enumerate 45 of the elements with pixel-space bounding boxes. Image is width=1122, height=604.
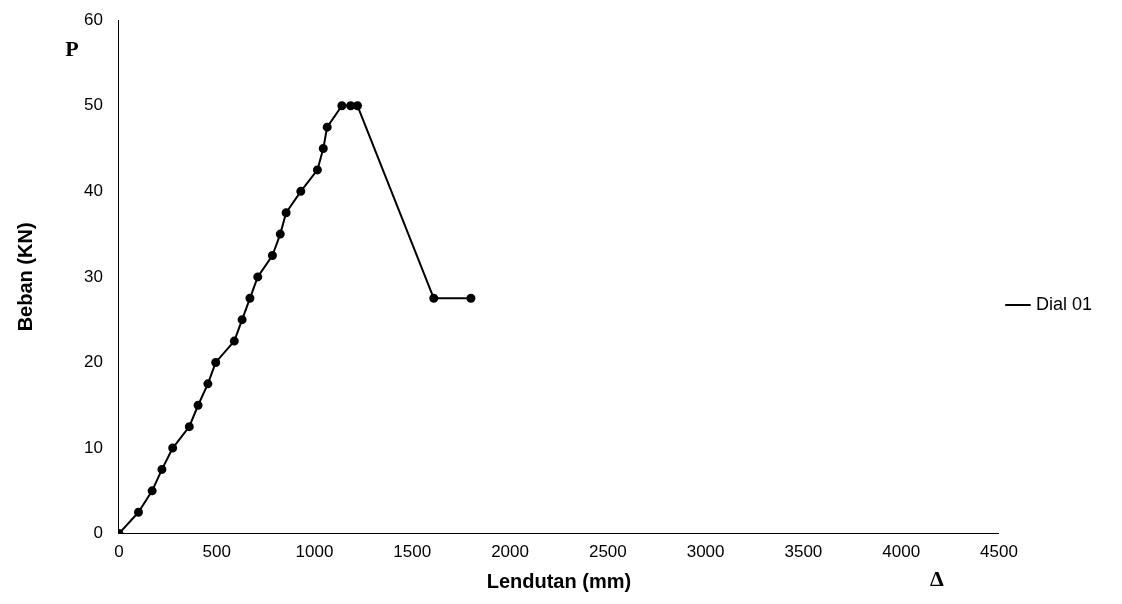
x-tick-label: 1500	[393, 542, 432, 562]
point	[296, 186, 306, 196]
legend-label: Dial 01	[1035, 293, 1092, 314]
x-tick-label: 4000	[882, 542, 921, 562]
point	[429, 293, 439, 303]
x-tick-label: 2500	[588, 542, 627, 562]
x-tick-label: 3500	[784, 542, 823, 562]
x-tick-label: 0	[114, 542, 124, 562]
point	[253, 272, 263, 282]
point	[337, 101, 347, 111]
point	[211, 357, 221, 367]
point	[133, 507, 143, 517]
point	[184, 422, 194, 432]
point	[168, 443, 178, 453]
point	[193, 400, 203, 410]
point	[312, 165, 322, 175]
x-tick-label: 4500	[980, 542, 1018, 562]
y-tick-label: 50	[83, 95, 103, 115]
text: Δ	[930, 566, 945, 592]
point	[245, 293, 255, 303]
x-tick-label: 2000	[491, 542, 529, 562]
point	[322, 122, 332, 132]
point	[466, 293, 476, 303]
y-tick-label: 60	[83, 9, 103, 29]
y-tick-label: 0	[93, 523, 103, 543]
x-tick-label: 500	[202, 542, 231, 562]
y-tick-label: 40	[83, 181, 103, 201]
point	[318, 144, 328, 154]
point	[237, 315, 247, 325]
point	[229, 336, 239, 346]
x-tick-label: 1000	[295, 542, 334, 562]
point	[147, 486, 157, 496]
y-tick-label: 10	[83, 437, 103, 457]
point	[353, 101, 362, 111]
point	[203, 379, 213, 389]
x-axis-title: Lendutan (mm)	[486, 569, 632, 592]
x-tick-label: 3000	[686, 542, 725, 562]
y-axis-title: Beban (KN)	[13, 222, 36, 332]
point	[281, 208, 291, 218]
y-tick-label: 30	[83, 266, 103, 286]
text: P	[65, 35, 79, 61]
point	[267, 251, 277, 261]
point	[157, 464, 167, 474]
point	[275, 229, 285, 239]
y-tick-label: 20	[83, 352, 103, 372]
